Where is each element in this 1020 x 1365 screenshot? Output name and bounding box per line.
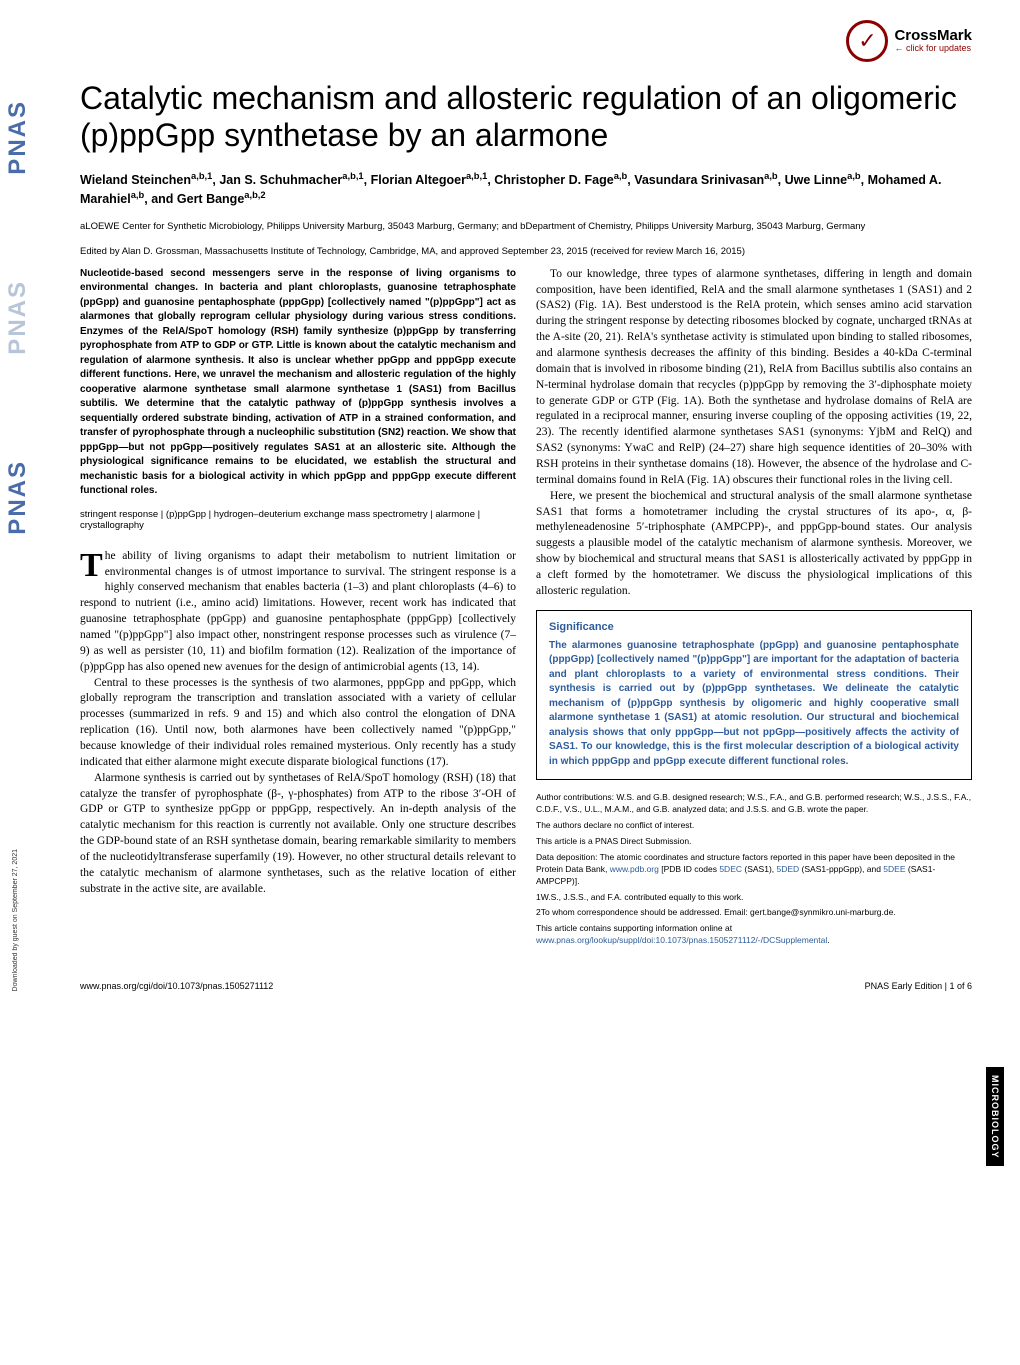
check-icon: ✓ — [858, 28, 876, 54]
section-label: MICROBIOLOGY — [986, 1067, 1004, 1167]
footnote-conflict: The authors declare no conflict of inter… — [536, 820, 972, 832]
pdb-code-2[interactable]: 5DED — [777, 864, 800, 874]
significance-title: Significance — [549, 621, 959, 633]
two-column-layout: Nucleotide-based second messengers serve… — [80, 267, 972, 951]
affiliations: aLOEWE Center for Synthetic Microbiology… — [80, 221, 972, 234]
footnote-supporting: This article contains supporting informa… — [536, 923, 972, 947]
crossmark-main: CrossMark — [894, 28, 972, 45]
footnote-contributions: Author contributions: W.S. and G.B. desi… — [536, 792, 972, 816]
crossmark-icon: ✓ — [846, 20, 888, 62]
keywords: stringent response | (p)ppGpp | hydrogen… — [80, 509, 516, 531]
pdb-code-1[interactable]: 5DEC — [719, 864, 742, 874]
footnote-submission: This article is a PNAS Direct Submission… — [536, 836, 972, 848]
edited-line: Edited by Alan D. Grossman, Massachusett… — [80, 246, 972, 257]
footnote-2: 2To whom correspondence should be addres… — [536, 907, 972, 919]
pdb-code-3[interactable]: 5DEE — [883, 864, 905, 874]
footnote-1: 1W.S., J.S.S., and F.A. contributed equa… — [536, 892, 972, 904]
body-p2: Central to these processes is the synthe… — [80, 676, 516, 771]
body-col2-p1: To our knowledge, three types of alarmon… — [536, 267, 972, 489]
body-p1-text: he ability of living organisms to adapt … — [80, 550, 516, 673]
footer-page: PNAS Early Edition | 1 of 6 — [865, 981, 972, 991]
body-p3: Alarmone synthesis is carried out by syn… — [80, 771, 516, 898]
crossmark-sub: ← click for updates — [894, 44, 972, 54]
abstract: Nucleotide-based second messengers serve… — [80, 267, 516, 499]
page-content: ✓ CrossMark ← click for updates Catalyti… — [0, 0, 1020, 1021]
body-p1: The ability of living organisms to adapt… — [80, 549, 516, 676]
body-text-col1: The ability of living organisms to adapt… — [80, 549, 516, 898]
dropcap: T — [80, 549, 105, 581]
page-footer: www.pnas.org/cgi/doi/10.1073/pnas.150527… — [80, 969, 972, 991]
crossmark-badge[interactable]: ✓ CrossMark ← click for updates — [846, 20, 972, 62]
footnote-data-deposition: Data deposition: The atomic coordinates … — [536, 852, 972, 888]
right-column: MICROBIOLOGY To our knowledge, three typ… — [536, 267, 972, 951]
crossmark-text: CrossMark ← click for updates — [894, 28, 972, 54]
body-col2-p2: Here, we present the biochemical and str… — [536, 489, 972, 600]
footnotes: Author contributions: W.S. and G.B. desi… — [536, 792, 972, 947]
significance-box: Significance The alarmones guanosine tet… — [536, 610, 972, 781]
body-text-col2: To our knowledge, three types of alarmon… — [536, 267, 972, 600]
authors-line: Wieland Steinchena,b,1, Jan S. Schuhmach… — [80, 170, 972, 209]
left-column: Nucleotide-based second messengers serve… — [80, 267, 516, 951]
article-title: Catalytic mechanism and allosteric regul… — [80, 80, 972, 154]
significance-text: The alarmones guanosine tetraphosphate (… — [549, 639, 959, 770]
footer-doi: www.pnas.org/cgi/doi/10.1073/pnas.150527… — [80, 981, 273, 991]
supp-link[interactable]: www.pnas.org/lookup/suppl/doi:10.1073/pn… — [536, 935, 827, 945]
pdb-link[interactable]: www.pdb.org — [610, 864, 659, 874]
